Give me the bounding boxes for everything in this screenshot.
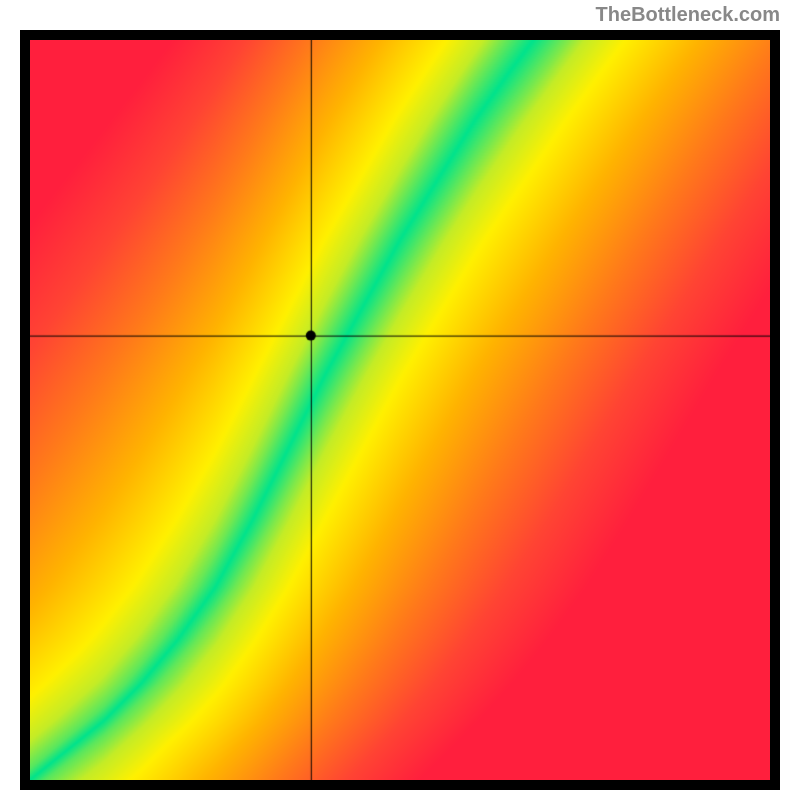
chart-frame (20, 30, 780, 790)
plot-area (30, 40, 770, 780)
heatmap-canvas (30, 40, 770, 780)
watermark-text: TheBottleneck.com (596, 4, 780, 27)
